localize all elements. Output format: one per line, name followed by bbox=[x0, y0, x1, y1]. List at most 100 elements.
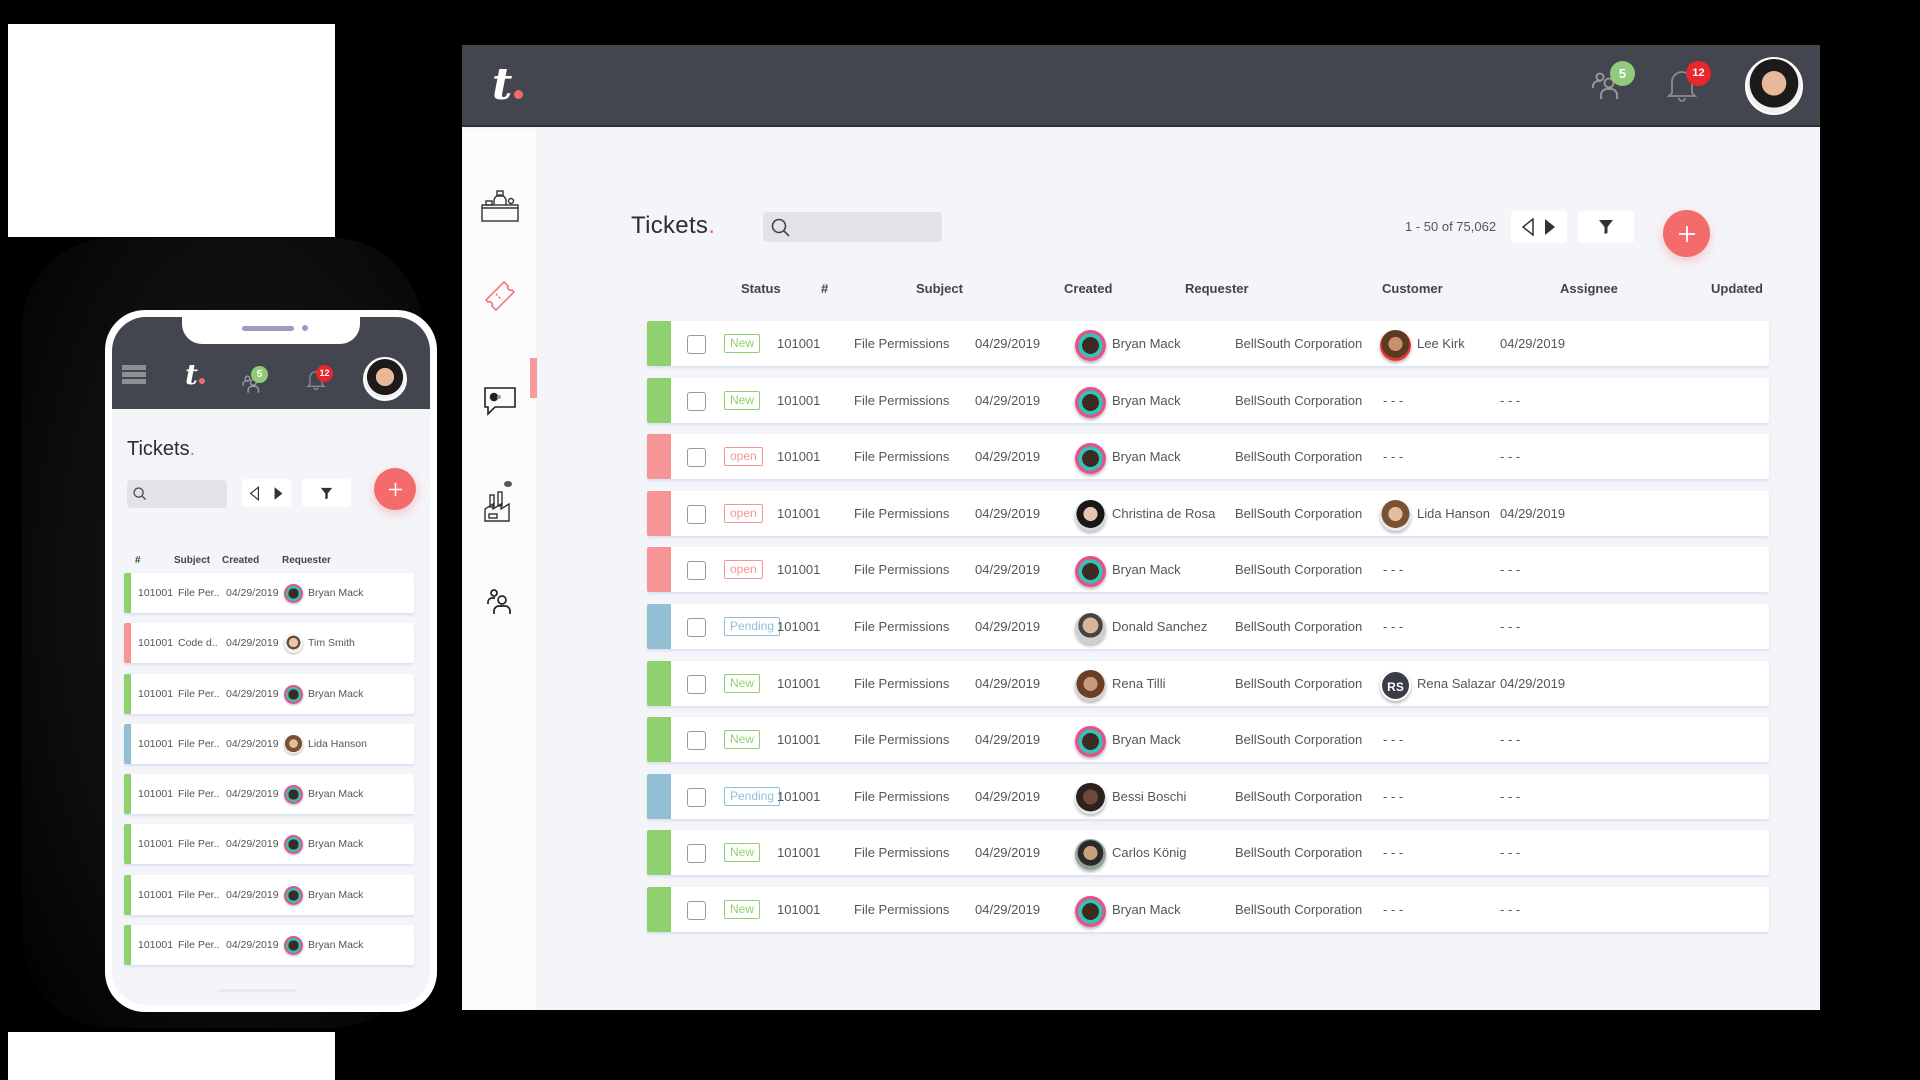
sidebar-item-tickets[interactable] bbox=[478, 274, 522, 318]
customer-name[interactable]: BellSouth Corporation bbox=[1235, 845, 1363, 861]
table-row[interactable]: New 101001 File Permissions 04/29/2019 R… bbox=[647, 660, 1769, 706]
requester-name[interactable]: Rena Tilli bbox=[1112, 675, 1166, 691]
table-row[interactable]: New 101001 File Permissions 04/29/2019 C… bbox=[647, 830, 1769, 876]
triangle-right-filled-icon[interactable] bbox=[1543, 218, 1557, 236]
customer-name[interactable]: BellSouth Corporation bbox=[1235, 336, 1363, 351]
assignee-name[interactable]: - - - bbox=[1383, 562, 1404, 578]
list-item[interactable]: 101001 File Per.. 04/29/2019 Bryan Mack bbox=[124, 824, 414, 865]
row-checkbox[interactable] bbox=[687, 900, 706, 920]
ticket-subject[interactable]: File Permissions bbox=[854, 732, 950, 748]
row-checkbox[interactable] bbox=[687, 674, 706, 694]
requester-name[interactable]: Donald Sanchez bbox=[1112, 618, 1208, 634]
requester-name[interactable]: Bryan Mack bbox=[1112, 449, 1181, 465]
customer-name[interactable]: BellSouth Corporation bbox=[1235, 788, 1363, 804]
col-created[interactable]: Created bbox=[1064, 281, 1113, 296]
list-item[interactable]: 101001 File Per.. 04/29/2019 Bryan Mack bbox=[124, 673, 414, 714]
customer-name[interactable]: BellSouth Corporation bbox=[1235, 392, 1363, 408]
customer-name[interactable]: BellSouth Corporation bbox=[1235, 675, 1363, 691]
col-requester[interactable]: Requester bbox=[282, 555, 331, 566]
col-created[interactable]: Created bbox=[222, 555, 260, 566]
assignee-name[interactable]: - - - bbox=[1383, 732, 1404, 748]
ticket-subject[interactable]: File Permissions bbox=[854, 449, 950, 465]
assignee-name[interactable]: - - - bbox=[1383, 449, 1404, 465]
assignee-name[interactable]: - - - bbox=[1383, 845, 1404, 861]
requester-name[interactable]: Bryan Mack bbox=[1112, 336, 1181, 351]
ticket-subject[interactable]: File Permissions bbox=[854, 618, 950, 634]
table-row[interactable]: New 101001 File Permissions 04/29/2019 B… bbox=[647, 886, 1769, 932]
table-row[interactable]: New 101001 File Permissions 04/29/2019 B… bbox=[647, 377, 1769, 423]
profile-avatar[interactable] bbox=[1745, 57, 1803, 115]
assignee-name[interactable]: Lee Kirk bbox=[1417, 336, 1465, 351]
customer-name[interactable]: BellSouth Corporation bbox=[1235, 505, 1363, 521]
sidebar-item-chat[interactable] bbox=[478, 379, 522, 423]
list-item[interactable]: 101001 File Per.. 04/29/2019 Lida Hanson bbox=[124, 723, 414, 764]
table-row[interactable]: open 101001 File Permissions 04/29/2019 … bbox=[647, 490, 1769, 536]
requester-name[interactable]: Bessi Boschi bbox=[1112, 788, 1187, 804]
ticket-subject[interactable]: File Permissions bbox=[854, 675, 950, 691]
mobile-logo[interactable]: t bbox=[185, 358, 205, 391]
table-row[interactable]: Pending 101001 File Permissions 04/29/20… bbox=[647, 603, 1769, 649]
assignee-name[interactable]: Rena Salazar bbox=[1417, 675, 1496, 691]
customer-name[interactable]: BellSouth Corporation bbox=[1235, 618, 1363, 634]
customer-name[interactable]: BellSouth Corporation bbox=[1235, 449, 1363, 465]
assignee-name[interactable]: - - - bbox=[1383, 618, 1404, 634]
assignee-name[interactable]: - - - bbox=[1383, 788, 1404, 804]
col-requester[interactable]: Requester bbox=[1185, 281, 1249, 296]
requester-name[interactable]: Bryan Mack bbox=[1112, 562, 1181, 578]
ticket-subject[interactable]: File Permissions bbox=[854, 562, 950, 578]
ticket-subject[interactable]: File Permissions bbox=[854, 788, 950, 804]
table-row[interactable]: New 101001 File Permissions 04/29/2019 B… bbox=[647, 321, 1769, 366]
ticket-subject[interactable]: File Permissions bbox=[854, 505, 950, 521]
ticket-subject[interactable]: File Permissions bbox=[854, 845, 950, 861]
col-subject[interactable]: Subject bbox=[174, 555, 211, 566]
mobile-notifications-button[interactable]: 12 bbox=[305, 365, 333, 396]
requester-name[interactable]: Bryan Mack bbox=[1112, 392, 1181, 408]
row-checkbox[interactable] bbox=[687, 335, 706, 354]
list-item[interactable]: 101001 File Per.. 04/29/2019 Bryan Mack bbox=[124, 573, 414, 613]
assignee-name[interactable]: - - - bbox=[1383, 392, 1404, 408]
row-checkbox[interactable] bbox=[687, 787, 706, 807]
add-ticket-button[interactable] bbox=[1663, 210, 1710, 257]
col-assignee[interactable]: Assignee bbox=[1560, 281, 1618, 296]
requester-name[interactable]: Bryan Mack bbox=[1112, 901, 1181, 917]
sidebar-item-companies[interactable] bbox=[478, 479, 522, 523]
hamburger-icon[interactable] bbox=[122, 365, 146, 386]
notifications-button[interactable]: 12 bbox=[1664, 61, 1711, 105]
ticket-subject[interactable]: File Permissions bbox=[854, 336, 950, 351]
row-checkbox[interactable] bbox=[687, 617, 706, 637]
list-item[interactable]: 101001 File Per.. 04/29/2019 Bryan Mack bbox=[124, 925, 414, 966]
mobile-search-input[interactable] bbox=[127, 480, 227, 508]
col-customer[interactable]: Customer bbox=[1382, 281, 1443, 296]
row-checkbox[interactable] bbox=[687, 391, 706, 411]
search-input[interactable] bbox=[763, 212, 942, 242]
triangle-left-outline-icon[interactable] bbox=[249, 485, 260, 501]
col-updated[interactable]: Updated bbox=[1711, 281, 1763, 296]
col-number[interactable]: # bbox=[135, 555, 141, 566]
requester-name[interactable]: Carlos König bbox=[1112, 845, 1187, 861]
mobile-filter-button[interactable] bbox=[302, 479, 351, 507]
row-checkbox[interactable] bbox=[687, 731, 706, 751]
ticket-subject[interactable]: File Permissions bbox=[854, 901, 950, 917]
mobile-profile-avatar[interactable] bbox=[363, 357, 407, 401]
table-row[interactable]: open 101001 File Permissions 04/29/2019 … bbox=[647, 547, 1769, 593]
triangle-left-outline-icon[interactable] bbox=[1521, 218, 1535, 236]
customer-name[interactable]: BellSouth Corporation bbox=[1235, 562, 1363, 578]
sidebar-item-reception[interactable] bbox=[478, 184, 522, 228]
table-row[interactable]: open 101001 File Permissions 04/29/2019 … bbox=[647, 434, 1769, 480]
table-row[interactable]: Pending 101001 File Permissions 04/29/20… bbox=[647, 773, 1769, 819]
col-status[interactable]: Status bbox=[741, 281, 781, 296]
sidebar-item-contacts[interactable] bbox=[478, 579, 522, 623]
assignee-name[interactable]: Lida Hanson bbox=[1417, 505, 1490, 521]
mobile-team-button[interactable]: 5 bbox=[241, 366, 268, 399]
customer-name[interactable]: BellSouth Corporation bbox=[1235, 732, 1363, 748]
requester-name[interactable]: Christina de Rosa bbox=[1112, 505, 1216, 521]
customer-name[interactable]: BellSouth Corporation bbox=[1235, 901, 1363, 917]
list-item[interactable]: 101001 Code d.. 04/29/2019 Tim Smith bbox=[124, 623, 414, 664]
app-logo[interactable]: t bbox=[492, 59, 524, 110]
triangle-right-filled-icon[interactable] bbox=[273, 486, 284, 501]
row-checkbox[interactable] bbox=[687, 504, 706, 524]
table-row[interactable]: New 101001 File Permissions 04/29/2019 B… bbox=[647, 717, 1769, 763]
list-item[interactable]: 101001 File Per.. 04/29/2019 Bryan Mack bbox=[124, 874, 414, 915]
team-button[interactable]: 5 bbox=[1590, 61, 1635, 107]
ticket-subject[interactable]: File Permissions bbox=[854, 392, 950, 408]
